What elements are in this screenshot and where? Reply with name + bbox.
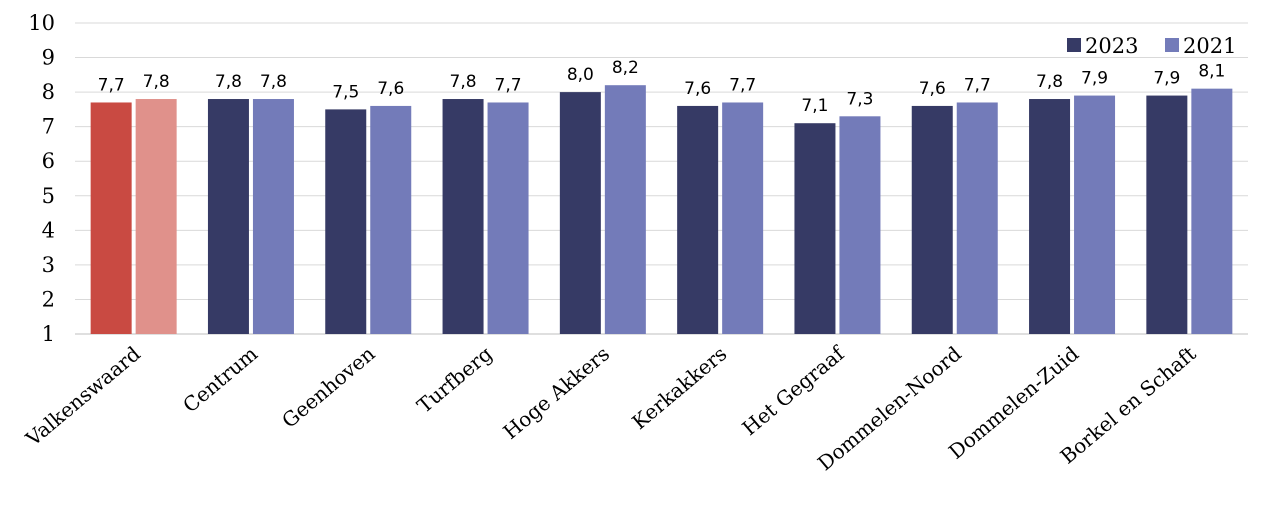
bars — [90, 85, 1233, 335]
bar-2023-hoge-akkers — [559, 92, 601, 334]
data-label: 7,8 — [450, 72, 477, 92]
data-label: 7,7 — [964, 75, 991, 95]
data-label: 7,9 — [1081, 69, 1108, 89]
gridlines — [75, 22, 1248, 335]
legend-label-2021: 2021 — [1183, 34, 1236, 58]
y-tick-label: 9 — [42, 46, 55, 70]
y-tick-label: 8 — [42, 80, 55, 104]
x-tick-label: Valkenswaard — [20, 341, 145, 451]
y-tick-label: 5 — [42, 184, 55, 208]
bar-2021-dommelen-zuid — [1074, 95, 1116, 334]
x-tick-label: Hoge Akkers — [498, 341, 614, 443]
data-label: 7,7 — [98, 75, 125, 95]
data-label: 7,7 — [495, 75, 522, 95]
data-label: 8,2 — [612, 58, 639, 78]
legend-swatch-2021 — [1165, 38, 1179, 52]
bar-2023-kerkakkers — [677, 105, 719, 334]
data-labels: 7,7 7,8 7,8 7,8 7,5 7,6 7,8 7,7 8,0 8,2 7,6 7,7 7,1 7… — [98, 58, 1226, 116]
bar-2023-centrum — [207, 99, 249, 335]
legend-label-2023: 2023 — [1085, 34, 1138, 58]
legend-swatch-2023 — [1067, 38, 1081, 52]
bar-2023-geenhoven — [325, 109, 367, 334]
data-label: 8,1 — [1198, 62, 1225, 82]
y-tick-label: 7 — [42, 115, 55, 139]
data-label: 7,3 — [846, 89, 873, 109]
bar-2023-valkenswaard — [90, 102, 132, 334]
bar-2021-turfberg — [487, 102, 529, 334]
bar-2023-dommelen-zuid — [1029, 99, 1071, 335]
bar-2021-geenhoven — [370, 105, 412, 334]
y-tick-label: 6 — [42, 149, 55, 173]
bar-2021-borkel-en-schaft — [1191, 88, 1233, 335]
data-label: 7,1 — [801, 96, 828, 116]
data-label: 7,8 — [260, 72, 287, 92]
x-axis-ticks: Valkenswaard Centrum Geenhoven Turfberg Hoge… — [20, 340, 1200, 475]
x-tick-label: Kerkakkers — [627, 341, 731, 434]
bar-2021-kerkakkers — [722, 102, 764, 334]
x-tick-label: Het Gegraaf — [737, 340, 849, 440]
bar-2023-turfberg — [442, 99, 484, 335]
x-tick-label: Geenhoven — [277, 341, 379, 432]
data-label: 7,9 — [1153, 69, 1180, 89]
bar-2023-dommelen-noord — [911, 105, 953, 334]
x-tick-label: Turfberg — [412, 341, 497, 417]
data-label: 8,0 — [567, 65, 594, 85]
bar-2023-borkel-en-schaft — [1146, 95, 1188, 334]
data-label: 7,6 — [377, 79, 404, 99]
x-tick-label: Centrum — [178, 341, 262, 417]
bar-2021-hoge-akkers — [604, 85, 646, 334]
data-label: 7,7 — [729, 75, 756, 95]
data-label: 7,8 — [215, 72, 242, 92]
bar-2021-dommelen-noord — [956, 102, 998, 334]
data-label: 7,8 — [1036, 72, 1063, 92]
y-tick-label: 3 — [42, 253, 55, 277]
bar-2023-het-gegraaf — [794, 123, 836, 334]
y-tick-label: 4 — [42, 218, 55, 242]
data-label: 7,6 — [919, 79, 946, 99]
legend: 2023 2021 — [1067, 34, 1236, 58]
data-label: 7,8 — [143, 72, 170, 92]
bar-2021-centrum — [252, 99, 294, 335]
y-tick-label: 10 — [28, 11, 55, 35]
bar-2021-valkenswaard — [135, 99, 177, 335]
data-label: 7,6 — [684, 79, 711, 99]
data-label: 7,5 — [332, 82, 359, 102]
y-axis-ticks: 1 2 3 4 5 6 7 8 9 10 — [28, 11, 55, 346]
y-tick-label: 1 — [42, 322, 55, 346]
y-tick-label: 2 — [42, 287, 55, 311]
bar-2021-het-gegraaf — [839, 116, 881, 334]
